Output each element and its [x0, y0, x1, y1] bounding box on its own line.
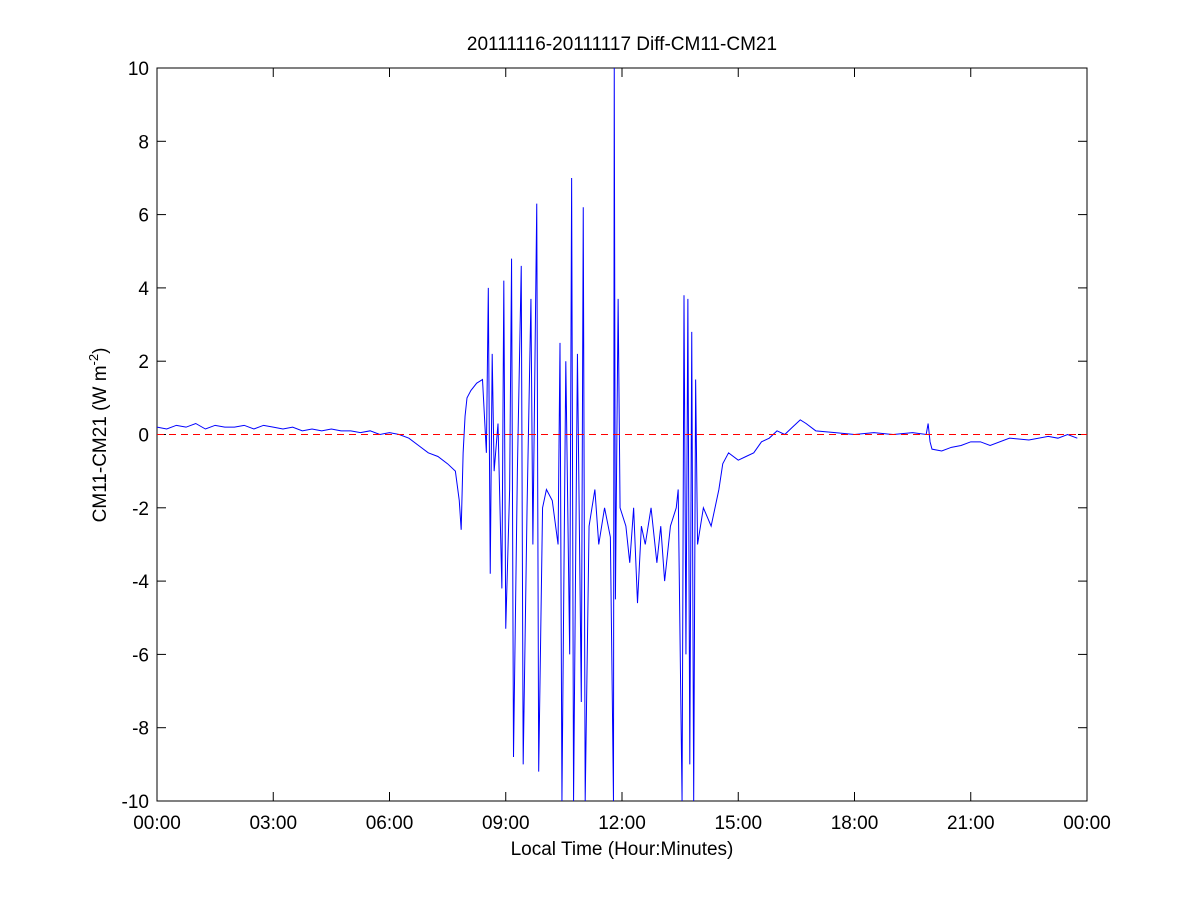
x-tick-label: 00:00: [1063, 813, 1111, 834]
y-axis-label: CM11-CM21 (W m-2): [86, 348, 111, 523]
y-label-sup: -2: [86, 354, 101, 366]
x-tick-label: 15:00: [714, 813, 762, 834]
y-tick-label: -4: [132, 572, 149, 593]
y-tick-label: -2: [132, 499, 149, 520]
y-label-text: CM11-CM21 (W m: [90, 365, 111, 522]
x-tick-label: 12:00: [598, 813, 646, 834]
x-tick-label: 06:00: [366, 813, 414, 834]
x-tick-label: 00:00: [133, 813, 181, 834]
y-tick-label: 10: [128, 59, 149, 80]
y-tick-label: 2: [138, 352, 149, 373]
x-tick-label: 09:00: [482, 813, 530, 834]
y-label-suffix: ): [90, 348, 111, 354]
y-tick-label: -8: [132, 719, 149, 740]
x-tick-label: 18:00: [831, 813, 879, 834]
chart-title: 20111116-20111117 Diff-CM11-CM21: [467, 34, 777, 55]
y-tick-label: 6: [138, 206, 149, 227]
y-tick-label: 8: [138, 132, 149, 153]
y-tick-label: 4: [138, 279, 149, 300]
y-tick-label: 0: [138, 426, 149, 447]
y-tick-label: -6: [132, 645, 149, 666]
x-axis-label: Local Time (Hour:Minutes): [511, 839, 734, 860]
x-tick-label: 21:00: [947, 813, 995, 834]
x-tick-label: 03:00: [249, 813, 297, 834]
y-tick-label: -10: [122, 792, 149, 813]
data-line: [157, 68, 1078, 801]
